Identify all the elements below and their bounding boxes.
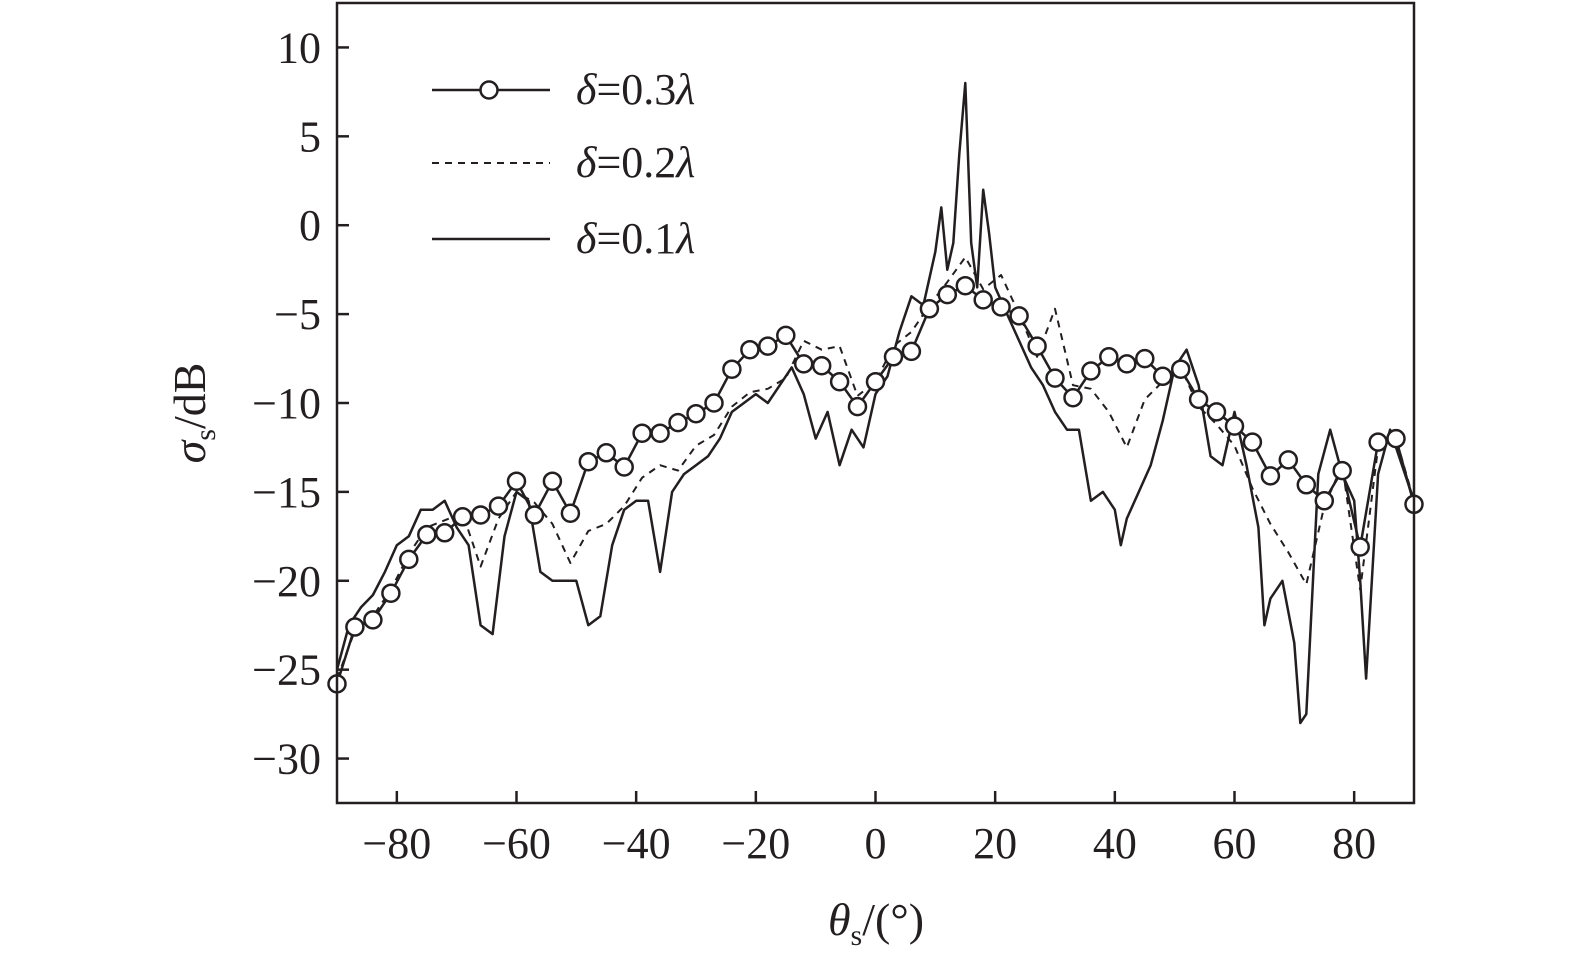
plot-area bbox=[335, 81, 1416, 725]
data-point bbox=[1386, 428, 1406, 449]
x-tick-label: −80 bbox=[362, 819, 431, 868]
data-point bbox=[434, 523, 455, 543]
legend-marker-0.3 bbox=[479, 80, 499, 100]
data-point bbox=[506, 471, 527, 491]
data-point bbox=[686, 403, 706, 424]
data-point bbox=[417, 524, 437, 545]
series-line-0.2 bbox=[336, 256, 1415, 679]
data-point bbox=[811, 355, 832, 376]
y-tick-label: −25 bbox=[252, 646, 321, 695]
data-point bbox=[345, 617, 365, 637]
data-point bbox=[1314, 491, 1335, 511]
data-point bbox=[363, 610, 383, 630]
data-point bbox=[704, 393, 724, 413]
y-tick-label: −15 bbox=[252, 468, 321, 517]
data-point bbox=[1278, 450, 1299, 470]
data-point bbox=[901, 341, 922, 362]
data-point bbox=[1224, 416, 1245, 436]
x-tick-label: −40 bbox=[602, 819, 671, 868]
data-point bbox=[847, 396, 868, 417]
data-point bbox=[578, 451, 599, 472]
data-point bbox=[829, 371, 850, 392]
data-point bbox=[793, 354, 814, 374]
data-point bbox=[1027, 336, 1047, 356]
series-line-0.1 bbox=[335, 81, 1416, 725]
data-point bbox=[1009, 306, 1029, 326]
data-point bbox=[1152, 366, 1173, 387]
data-point bbox=[470, 505, 491, 525]
data-point bbox=[1260, 466, 1281, 486]
data-point bbox=[1117, 354, 1137, 374]
data-point bbox=[758, 336, 778, 356]
data-point bbox=[1045, 368, 1065, 388]
y-tick-label: −20 bbox=[252, 557, 321, 606]
data-point bbox=[668, 412, 688, 433]
data-point bbox=[560, 503, 581, 523]
data-point bbox=[937, 284, 958, 305]
legend-label-0.3: δ=0.3λ bbox=[576, 65, 695, 114]
data-point bbox=[722, 359, 742, 379]
data-point bbox=[542, 471, 563, 491]
y-tick-label: 0 bbox=[299, 201, 321, 250]
legend-label-0.2: δ=0.2λ bbox=[576, 138, 695, 187]
x-tick-label: 80 bbox=[1332, 819, 1376, 868]
data-point bbox=[991, 297, 1011, 317]
data-point bbox=[1063, 387, 1083, 408]
data-point bbox=[1170, 359, 1191, 379]
data-point bbox=[955, 275, 976, 296]
x-tick-label: −60 bbox=[482, 819, 551, 868]
data-point bbox=[488, 496, 509, 516]
data-point bbox=[1350, 537, 1370, 557]
data-point bbox=[452, 507, 473, 527]
data-point bbox=[632, 423, 652, 443]
data-point bbox=[1296, 475, 1317, 495]
data-point bbox=[1135, 348, 1155, 369]
series-line-0.3 bbox=[335, 284, 1416, 685]
y-tick-label: −10 bbox=[252, 379, 321, 428]
data-point bbox=[1332, 460, 1352, 481]
x-axis-label: θs/(°) bbox=[828, 894, 924, 952]
circle-markers bbox=[327, 275, 1424, 694]
data-point bbox=[1188, 389, 1209, 410]
data-point bbox=[919, 299, 940, 319]
y-tick-label: −30 bbox=[252, 735, 321, 784]
data-point bbox=[740, 339, 760, 360]
y-tick-label: 10 bbox=[277, 23, 321, 72]
x-tick-label: 20 bbox=[973, 819, 1017, 868]
data-point bbox=[399, 549, 419, 570]
x-tick-label: −20 bbox=[721, 819, 790, 868]
data-point bbox=[1099, 347, 1119, 367]
data-point bbox=[596, 443, 617, 463]
y-axis-label: σs/dB bbox=[164, 363, 222, 464]
plot-frame bbox=[335, 1, 1416, 805]
x-tick-label: 40 bbox=[1093, 819, 1137, 868]
x-tick-label: 0 bbox=[865, 819, 887, 868]
data-point bbox=[776, 325, 796, 346]
data-point bbox=[1368, 432, 1388, 452]
data-point bbox=[973, 290, 993, 310]
data-point bbox=[381, 583, 401, 603]
data-point bbox=[524, 505, 545, 525]
data-point bbox=[1081, 361, 1101, 381]
data-point bbox=[614, 457, 634, 477]
data-point bbox=[1242, 432, 1263, 452]
legend-label-0.1: δ=0.1λ bbox=[576, 214, 695, 263]
y-tick-label: 5 bbox=[299, 112, 321, 161]
x-tick-label: 60 bbox=[1213, 819, 1257, 868]
legend: δ=0.3λ δ=0.2λ δ=0.1λ bbox=[432, 65, 695, 263]
y-tick-label: −5 bbox=[274, 290, 321, 339]
data-point bbox=[883, 347, 904, 367]
x-axis-ticks: −80 −60 −40 −20 0 20 40 60 80 bbox=[362, 791, 1376, 868]
data-point bbox=[865, 371, 886, 392]
data-point bbox=[650, 423, 670, 443]
y-axis-ticks: 10 5 0 −5 −10 −15 −20 −25 −30 bbox=[252, 23, 349, 784]
data-point bbox=[1206, 402, 1227, 422]
